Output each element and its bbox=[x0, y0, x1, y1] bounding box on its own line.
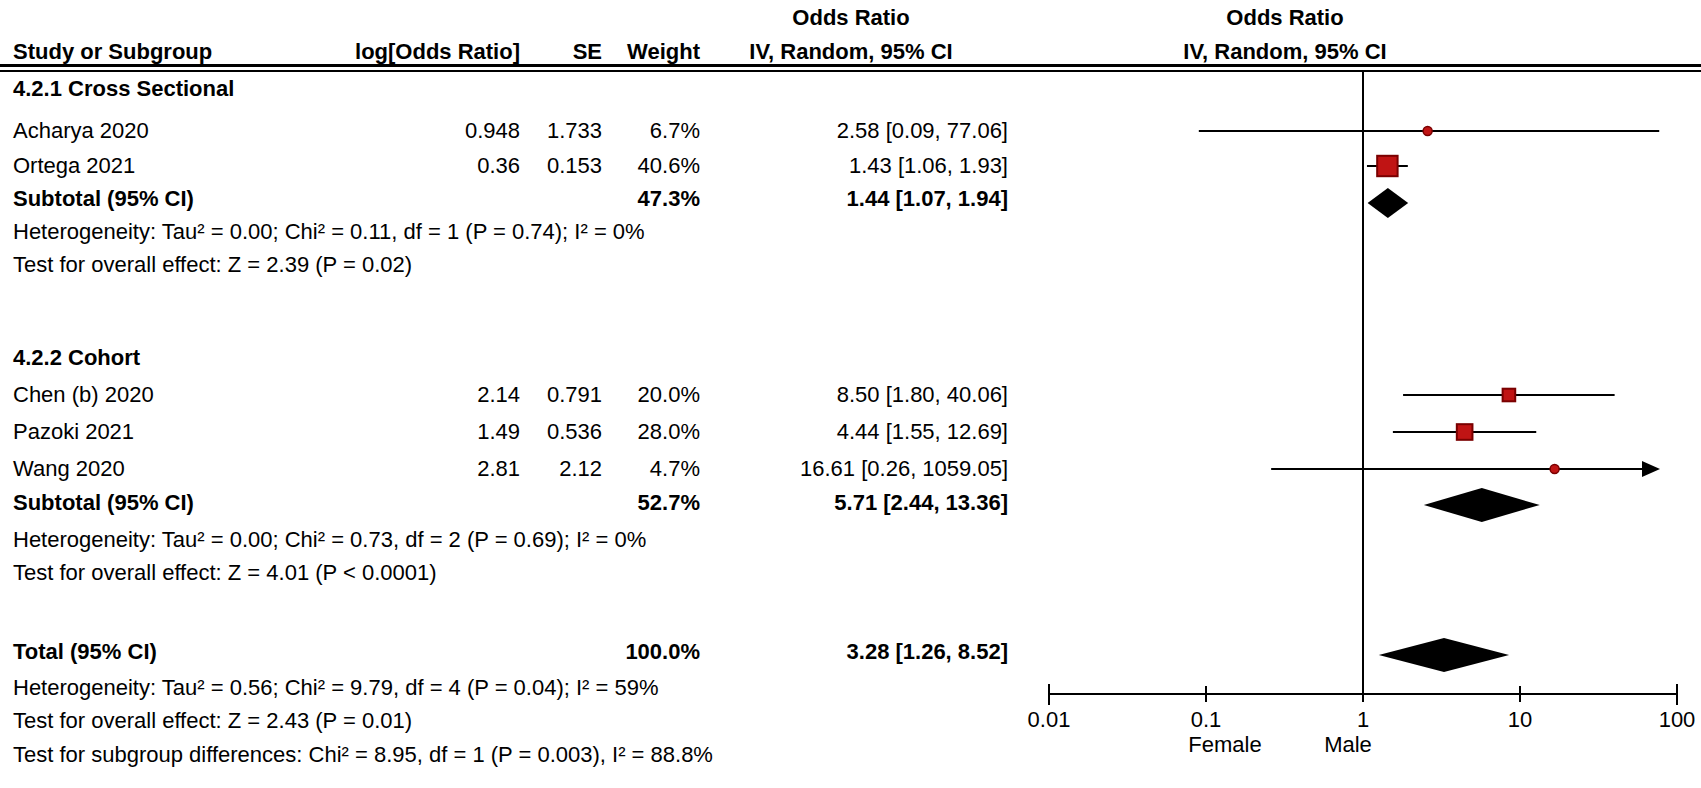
header-rule-thin bbox=[0, 70, 1701, 72]
total-weight: 100.0% bbox=[605, 638, 700, 666]
total-ci: 3.28 [1.26, 8.52] bbox=[705, 638, 1008, 666]
study-se: 0.536 bbox=[525, 418, 602, 446]
study-se: 1.733 bbox=[525, 117, 602, 145]
effect-dot bbox=[1550, 465, 1559, 474]
study-log-or: 2.81 bbox=[340, 455, 520, 483]
study-se: 2.12 bbox=[525, 455, 602, 483]
effect-square bbox=[1377, 156, 1397, 176]
axis-tick-label: 0.1 bbox=[1161, 706, 1251, 734]
study-weight: 4.7% bbox=[605, 455, 700, 483]
favours-right-label: Male bbox=[1298, 731, 1398, 759]
heterogeneity-line: Heterogeneity: Tau² = 0.00; Chi² = 0.11,… bbox=[13, 218, 645, 246]
study-weight: 20.0% bbox=[605, 381, 700, 409]
study-log-or: 1.49 bbox=[340, 418, 520, 446]
col-header-log-or: log[Odds Ratio] bbox=[340, 38, 520, 66]
study-ci: 1.43 [1.06, 1.93] bbox=[705, 152, 1008, 180]
plot-method-header: IV, Random, 95% CI bbox=[1172, 38, 1398, 66]
subgroup-diff-line: Test for subgroup differences: Chi² = 8.… bbox=[13, 741, 713, 769]
col-header-method: IV, Random, 95% CI bbox=[738, 38, 964, 66]
study-ci: 8.50 [1.80, 40.06] bbox=[705, 381, 1008, 409]
col-header-weight: Weight bbox=[605, 38, 700, 66]
group-title: 4.2.2 Cohort bbox=[13, 344, 140, 372]
subtotal-weight: 52.7% bbox=[605, 489, 700, 517]
axis-tick-label: 0.01 bbox=[1004, 706, 1094, 734]
total-label: Total (95% CI) bbox=[13, 638, 157, 666]
study-name: Wang 2020 bbox=[13, 455, 125, 483]
col-header-study: Study or Subgroup bbox=[13, 38, 212, 66]
subtotal-weight: 47.3% bbox=[605, 185, 700, 213]
header-rule-thick bbox=[0, 64, 1701, 67]
favours-left-label: Female bbox=[1150, 731, 1300, 759]
study-weight: 6.7% bbox=[605, 117, 700, 145]
study-se: 0.791 bbox=[525, 381, 602, 409]
effect-dot bbox=[1423, 127, 1432, 136]
study-name: Pazoki 2021 bbox=[13, 418, 134, 446]
total-diamond bbox=[1379, 638, 1509, 672]
axis-tick-label: 10 bbox=[1475, 706, 1565, 734]
study-log-or: 0.948 bbox=[340, 117, 520, 145]
axis-tick-label: 1 bbox=[1318, 706, 1408, 734]
subtotal-label: Subtotal (95% CI) bbox=[13, 185, 194, 213]
forest-plot: Odds Ratio Odds Ratio Study or Subgroup … bbox=[0, 0, 1701, 788]
heterogeneity-line: Heterogeneity: Tau² = 0.56; Chi² = 9.79,… bbox=[13, 674, 659, 702]
col-header-se: SE bbox=[525, 38, 602, 66]
axis-tick-label: 100 bbox=[1632, 706, 1701, 734]
study-name: Chen (b) 2020 bbox=[13, 381, 154, 409]
study-log-or: 0.36 bbox=[340, 152, 520, 180]
overall-effect-line: Test for overall effect: Z = 4.01 (P < 0… bbox=[13, 559, 437, 587]
subtotal-diamond bbox=[1424, 488, 1540, 522]
effect-square bbox=[1457, 424, 1473, 440]
study-ci: 16.61 [0.26, 1059.05] bbox=[705, 455, 1008, 483]
study-weight: 40.6% bbox=[605, 152, 700, 180]
overall-effect-line: Test for overall effect: Z = 2.43 (P = 0… bbox=[13, 707, 412, 735]
plot-effect-header: Odds Ratio bbox=[1172, 4, 1398, 32]
ci-arrow-right bbox=[1642, 461, 1660, 477]
study-name: Ortega 2021 bbox=[13, 152, 135, 180]
subtotal-ci: 5.71 [2.44, 13.36] bbox=[705, 489, 1008, 517]
study-log-or: 2.14 bbox=[340, 381, 520, 409]
heterogeneity-line: Heterogeneity: Tau² = 0.00; Chi² = 0.73,… bbox=[13, 526, 646, 554]
effect-square bbox=[1503, 389, 1516, 402]
table-effect-header: Odds Ratio bbox=[738, 4, 964, 32]
study-ci: 2.58 [0.09, 77.06] bbox=[705, 117, 1008, 145]
group-title: 4.2.1 Cross Sectional bbox=[13, 75, 234, 103]
subtotal-ci: 1.44 [1.07, 1.94] bbox=[705, 185, 1008, 213]
study-se: 0.153 bbox=[525, 152, 602, 180]
study-ci: 4.44 [1.55, 12.69] bbox=[705, 418, 1008, 446]
subtotal-label: Subtotal (95% CI) bbox=[13, 489, 194, 517]
subtotal-diamond bbox=[1368, 188, 1409, 218]
overall-effect-line: Test for overall effect: Z = 2.39 (P = 0… bbox=[13, 251, 412, 279]
study-weight: 28.0% bbox=[605, 418, 700, 446]
study-name: Acharya 2020 bbox=[13, 117, 149, 145]
